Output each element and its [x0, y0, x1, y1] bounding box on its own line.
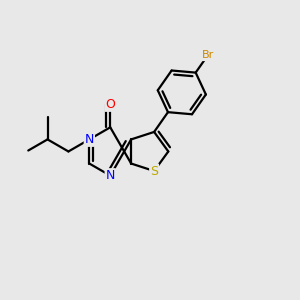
Text: N: N	[106, 169, 115, 182]
Text: O: O	[105, 98, 115, 111]
Text: Br: Br	[202, 50, 214, 60]
Text: S: S	[150, 164, 158, 178]
Text: N: N	[85, 133, 94, 146]
